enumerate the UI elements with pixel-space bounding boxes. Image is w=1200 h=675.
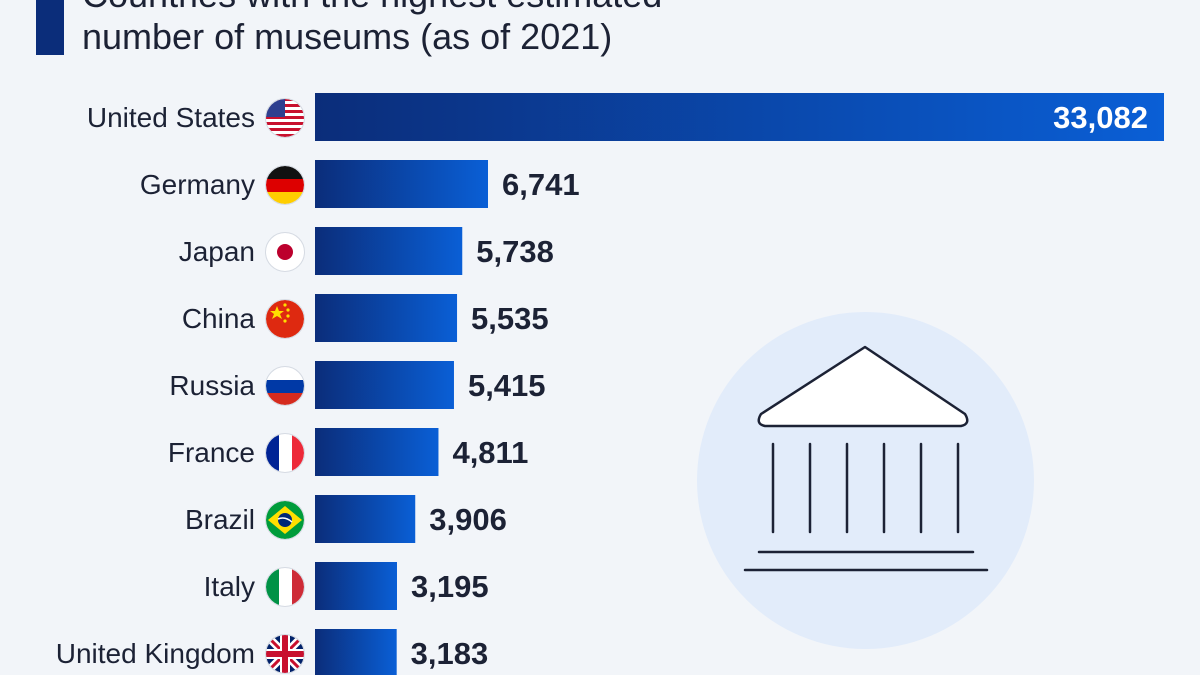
value-label: 3,906 <box>429 502 507 537</box>
bar <box>315 428 439 476</box>
chart-title-line-2: number of museums (as of 2021) <box>82 16 613 57</box>
brazil-flag-icon <box>265 500 305 540</box>
value-label: 5,738 <box>476 234 554 269</box>
value-label: 5,415 <box>468 368 546 403</box>
chart-title-line-1: Countries with the highest estimated <box>82 0 662 16</box>
bar <box>315 93 1164 141</box>
france-flag-icon <box>265 433 305 473</box>
bar <box>315 227 463 275</box>
bar <box>315 294 458 342</box>
germany-flag-icon <box>265 165 305 205</box>
bar <box>315 562 397 610</box>
value-label: 3,183 <box>411 636 489 671</box>
category-label: China <box>182 303 256 334</box>
category-label: United States <box>87 102 255 133</box>
japan-flag-icon <box>265 232 305 272</box>
bar <box>315 361 454 409</box>
bar <box>315 629 397 675</box>
uk-flag-icon <box>265 634 305 674</box>
us-flag-icon <box>265 98 305 138</box>
china-flag-icon <box>265 299 305 339</box>
category-label: United Kingdom <box>56 638 255 669</box>
bar <box>315 495 416 543</box>
category-label: Italy <box>204 571 255 602</box>
category-label: Brazil <box>185 504 255 535</box>
category-label: Germany <box>140 169 255 200</box>
value-label: 3,195 <box>411 569 489 604</box>
category-label: France <box>168 437 255 468</box>
category-label: Russia <box>169 370 255 401</box>
value-label: 5,535 <box>471 301 549 336</box>
museum-icon <box>743 345 989 572</box>
bar <box>315 160 488 208</box>
value-label: 33,082 <box>1053 100 1148 135</box>
chart-title: Countries with the highest estimated num… <box>82 0 662 58</box>
italy-flag-icon <box>265 567 305 607</box>
category-label: Japan <box>179 236 255 267</box>
value-label: 6,741 <box>502 167 580 202</box>
russia-flag-icon <box>265 366 305 406</box>
title-accent-bar <box>36 0 64 55</box>
value-label: 4,811 <box>452 435 528 470</box>
